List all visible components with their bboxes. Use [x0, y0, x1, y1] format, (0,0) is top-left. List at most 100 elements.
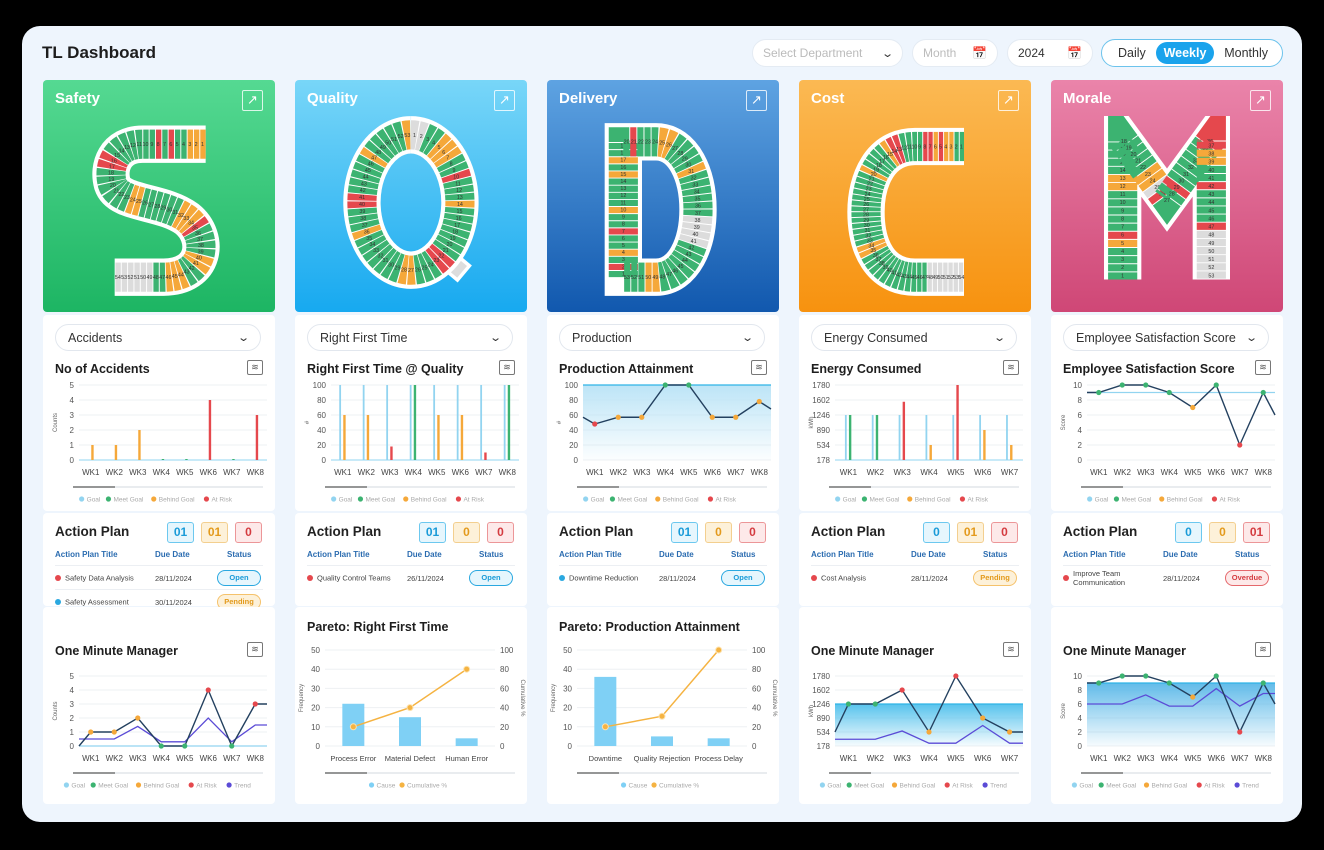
data-point[interactable]	[1119, 673, 1125, 679]
data-point[interactable]	[1260, 389, 1266, 396]
data-point[interactable]	[845, 701, 852, 707]
legend-label[interactable]: Meet Goal	[854, 783, 885, 790]
kpi-card-morale[interactable]: Morale ↗ 1 2 3 4 5 6 7 8 9 10 11 12 13 14 15 16 17 18 19 20 21…	[1051, 80, 1283, 312]
chart-view-icon[interactable]: ≋	[247, 360, 263, 375]
data-point[interactable]	[953, 673, 959, 679]
value-bar[interactable]	[138, 430, 141, 460]
period-daily[interactable]: Daily	[1118, 46, 1146, 60]
action-plan-row[interactable]: Improve Team Communication 28/11/2024 Over…	[1063, 565, 1271, 589]
value-bar[interactable]	[390, 446, 393, 461]
cumulative-point[interactable]	[601, 723, 609, 731]
data-point[interactable]	[1143, 382, 1149, 388]
pareto-bar[interactable]	[651, 736, 673, 746]
kpi-card-delivery[interactable]: Delivery ↗ 1 2 3 4 5 6 7 8 9 10 11 12 13 14 15 16 17 18 19 20…	[547, 80, 779, 312]
legend-label[interactable]: At Risk	[211, 497, 232, 504]
expand-icon[interactable]: ↗	[746, 90, 767, 111]
goal-bar[interactable]	[871, 415, 874, 460]
data-point[interactable]	[1166, 389, 1172, 396]
value-bar[interactable]	[114, 445, 118, 460]
legend-label[interactable]: Goal	[339, 497, 353, 504]
period-weekly[interactable]: Weekly	[1155, 42, 1215, 64]
overdue-count-badge[interactable]: 0	[235, 522, 262, 543]
cumulative-point[interactable]	[463, 665, 471, 673]
pending-count-badge[interactable]: 01	[201, 522, 228, 543]
data-point[interactable]	[872, 701, 878, 707]
legend-label[interactable]: Goal	[827, 783, 841, 790]
kpi-card-safety[interactable]: Safety ↗ 1 2 3 4 5 6 7 8 9 10 11 12 13 14 15 16 17 18 19 20 21…	[43, 80, 275, 312]
data-point[interactable]	[709, 414, 715, 420]
goal-bar[interactable]	[339, 385, 342, 460]
data-point[interactable]	[686, 382, 692, 388]
legend-label[interactable]: Meet Goal	[98, 783, 129, 790]
goal-bar[interactable]	[456, 385, 459, 460]
data-point[interactable]	[592, 421, 598, 427]
data-point[interactable]	[615, 414, 621, 420]
value-bar[interactable]	[1010, 445, 1013, 460]
data-point[interactable]	[1213, 673, 1219, 679]
pending-count-badge[interactable]: 0	[453, 522, 480, 543]
legend-label[interactable]: Trend	[990, 783, 1007, 790]
data-point[interactable]	[1260, 680, 1266, 686]
data-point[interactable]	[756, 398, 762, 405]
open-count-badge[interactable]: 01	[419, 522, 446, 543]
data-point[interactable]	[229, 743, 235, 749]
legend-label[interactable]: Behind Goal	[1167, 497, 1203, 504]
goal-bar[interactable]	[409, 385, 412, 460]
legend-label[interactable]: Trend	[1242, 783, 1259, 790]
period-toggle[interactable]: Daily Weekly Monthly	[1101, 39, 1283, 67]
cumulative-point[interactable]	[658, 712, 666, 720]
legend-label[interactable]: At Risk	[1204, 783, 1225, 790]
data-point[interactable]	[980, 715, 986, 721]
pareto-bar[interactable]	[594, 676, 617, 746]
value-bar[interactable]	[460, 415, 464, 460]
action-title[interactable]: Downtime Reduction	[569, 573, 639, 582]
legend-label[interactable]: At Risk	[196, 783, 217, 790]
data-point[interactable]	[1096, 389, 1102, 396]
metric-dropdown[interactable]: Energy Consumed ⌄	[811, 324, 1017, 351]
data-point[interactable]	[1119, 382, 1125, 388]
action-plan-row[interactable]: Safety Assessment 30/11/2024 Pending	[55, 589, 263, 613]
value-bar[interactable]	[255, 415, 259, 460]
value-bar[interactable]	[507, 385, 511, 460]
goal-bar[interactable]	[979, 415, 982, 460]
year-picker[interactable]: 2024 📅	[1007, 39, 1093, 67]
value-bar[interactable]	[232, 459, 235, 460]
value-bar[interactable]	[161, 459, 165, 460]
expand-icon[interactable]: ↗	[494, 90, 515, 111]
pending-count-badge[interactable]: 01	[957, 522, 984, 543]
legend-label[interactable]: Behind Goal	[411, 497, 447, 504]
data-point[interactable]	[899, 687, 905, 693]
overdue-count-badge[interactable]: 0	[487, 522, 514, 543]
data-point[interactable]	[1237, 442, 1243, 448]
cumulative-point[interactable]	[715, 646, 723, 654]
chart-view-icon[interactable]: ≋	[499, 360, 515, 375]
goal-bar[interactable]	[480, 385, 483, 460]
cumulative-point[interactable]	[406, 704, 414, 712]
data-point[interactable]	[1190, 404, 1196, 411]
legend-label[interactable]: Meet Goal	[1106, 783, 1137, 790]
data-point[interactable]	[639, 414, 645, 420]
expand-icon[interactable]: ↗	[998, 90, 1019, 111]
legend-label[interactable]: Goal	[1095, 497, 1109, 504]
goal-bar[interactable]	[898, 415, 901, 460]
legend-label[interactable]: Goal	[71, 783, 85, 790]
data-point[interactable]	[926, 729, 932, 735]
metric-dropdown[interactable]: Accidents ⌄	[55, 324, 261, 351]
value-bar[interactable]	[484, 452, 487, 461]
chart-view-icon[interactable]: ≋	[1255, 360, 1271, 375]
month-picker[interactable]: Month 📅	[912, 39, 998, 67]
action-title[interactable]: Safety Data Analysis	[65, 573, 134, 582]
data-point[interactable]	[1143, 673, 1149, 679]
legend-label[interactable]: Cause	[377, 783, 396, 790]
expand-icon[interactable]: ↗	[1250, 90, 1271, 111]
value-bar[interactable]	[208, 400, 212, 460]
data-point[interactable]	[135, 715, 141, 721]
metric-dropdown[interactable]: Right First Time ⌄	[307, 324, 513, 351]
data-point[interactable]	[158, 743, 164, 749]
value-bar[interactable]	[366, 415, 370, 460]
pending-count-badge[interactable]: 0	[705, 522, 732, 543]
overdue-count-badge[interactable]: 0	[991, 522, 1018, 543]
legend-label[interactable]: Behind Goal	[663, 497, 699, 504]
pareto-bar[interactable]	[707, 738, 730, 746]
legend-label[interactable]: Goal	[843, 497, 857, 504]
